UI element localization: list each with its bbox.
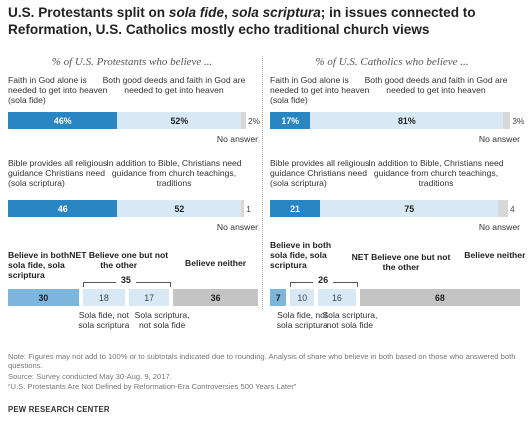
bar-segment-first: 46% [8, 112, 118, 129]
report-text: “U.S. Protestants Are Not Defined by Ref… [8, 382, 297, 391]
summary-fide-only-segment: 18 [82, 289, 126, 306]
bar-segment-no-answer [498, 200, 508, 217]
summary-scriptura-only-segment: 17 [129, 289, 170, 306]
net-value: 35 [115, 275, 136, 285]
summary-bar: 30 18 17 36 [8, 289, 258, 306]
no-answer-value: 1 [246, 204, 251, 214]
bar-segment-no-answer [241, 112, 246, 129]
sub-label-fide: Sola fide, not sola scriptura [78, 310, 130, 331]
row-left-label: Bible provides all religious guidance Ch… [270, 158, 370, 189]
no-answer-label: No answer [216, 222, 258, 232]
net-label: NET Believe one but not the other [69, 250, 169, 271]
neither-label: Believe neither [185, 258, 247, 268]
summary-scriptura-only-segment: 16 [318, 289, 356, 306]
row-right-label: Both good deeds and faith in God are nee… [102, 75, 246, 96]
bar-segment-second: 81% [310, 112, 504, 129]
net-label: NET Believe one but not the other [351, 252, 451, 273]
both-label: Believe in both sola fide, sola scriptur… [8, 250, 70, 281]
bar-segment-second: 52 [117, 200, 242, 217]
summary-neither-segment: 68 [359, 289, 520, 306]
protestants-subtitle: % of U.S. Protestants who believe ... [51, 56, 213, 68]
bar-segment-no-answer [503, 112, 511, 129]
row-right-label: In addition to Bible, Christians need gu… [106, 158, 242, 189]
no-answer-label: No answer [478, 222, 520, 232]
bar-segment-first: 17% [270, 112, 311, 129]
catholics-subtitle: % of U.S. Catholics who believe ... [315, 56, 469, 68]
title-italic-sola-fide: sola fide [168, 5, 225, 20]
sub-label-scriptura: Sola scriptura, not sola fide [134, 310, 190, 331]
bar-segment-first: 21 [270, 200, 320, 217]
bar-segment-first: 46 [8, 200, 118, 217]
sub-label-scriptura: Sola scriptura, not sola fide [322, 310, 378, 331]
row-left-label: Faith in God alone is needed to get into… [270, 75, 370, 106]
title-italic-sola-scriptura: sola scriptura [231, 5, 321, 20]
note-text: Note: Figures may not add to 100% or to … [8, 352, 516, 371]
chart-title: U.S. Protestants split on sola fide, sol… [8, 5, 476, 37]
summary-both-segment: 30 [8, 289, 79, 306]
stacked-bar: 46 52 [8, 200, 258, 217]
stacked-bar: 17% 81% [270, 112, 520, 129]
no-answer-value: 4 [510, 204, 515, 214]
both-label: Believe in both sola fide, sola scriptur… [270, 240, 332, 271]
sub-label-fide: Sola fide, not sola scriptura [276, 310, 328, 331]
no-answer-label: No answer [478, 134, 520, 144]
row-left-label: Faith in God alone is needed to get into… [8, 75, 108, 106]
stacked-bar: 46% 52% [8, 112, 258, 129]
source-text: Source: Survey conducted May 30-Aug. 9, … [8, 372, 172, 381]
bar-segment-no-answer [241, 200, 245, 217]
row-right-label: In addition to Bible, Christians need gu… [368, 158, 504, 189]
row-right-label: Both good deeds and faith in God are nee… [364, 75, 508, 96]
bar-segment-second: 75 [319, 200, 499, 217]
no-answer-value: 2% [248, 116, 261, 126]
no-answer-value: 3% [512, 116, 525, 126]
summary-both-segment: 7 [270, 289, 287, 306]
net-value: 26 [313, 275, 334, 285]
summary-fide-only-segment: 10 [290, 289, 315, 306]
summary-neither-segment: 36 [173, 289, 258, 306]
row-left-label: Bible provides all religious guidance Ch… [8, 158, 108, 189]
pew-footer: PEW RESEARCH CENTER [8, 405, 110, 414]
panel-divider [262, 56, 263, 309]
no-answer-label: No answer [216, 134, 258, 144]
bar-segment-second: 52% [117, 112, 242, 129]
summary-bar: 7 10 16 68 [270, 289, 520, 306]
neither-label: Believe neither [464, 250, 526, 260]
stacked-bar: 21 75 [270, 200, 520, 217]
